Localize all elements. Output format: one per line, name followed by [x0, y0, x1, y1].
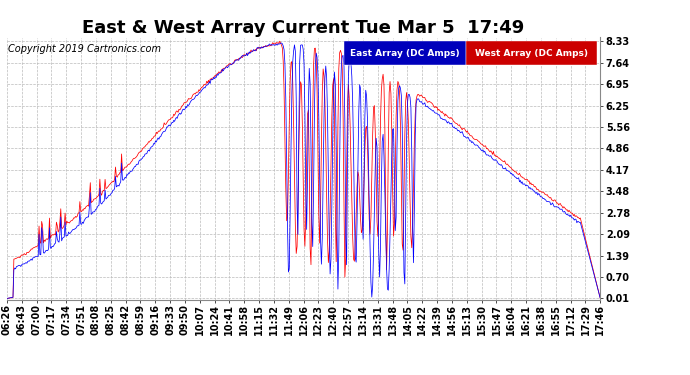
Text: Copyright 2019 Cartronics.com: Copyright 2019 Cartronics.com — [8, 44, 161, 54]
Text: East Array (DC Amps): East Array (DC Amps) — [350, 49, 460, 58]
Title: East & West Array Current Tue Mar 5  17:49: East & West Array Current Tue Mar 5 17:4… — [83, 20, 524, 38]
Text: West Array (DC Amps): West Array (DC Amps) — [475, 49, 588, 58]
FancyBboxPatch shape — [466, 42, 598, 65]
FancyBboxPatch shape — [344, 42, 466, 65]
